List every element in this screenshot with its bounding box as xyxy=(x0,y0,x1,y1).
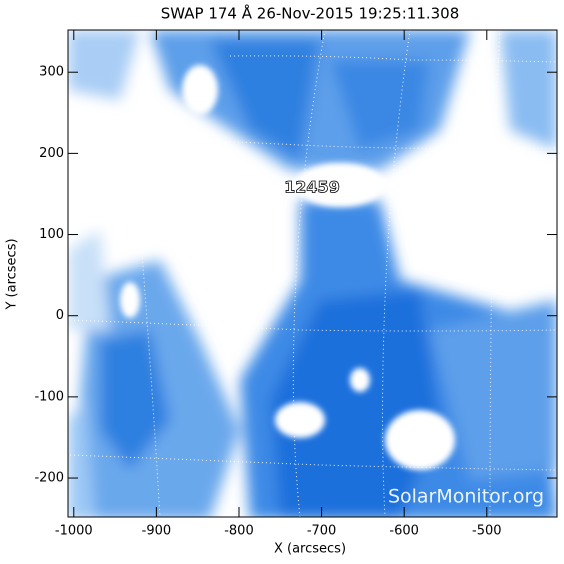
solar-image: 12459 SolarMonitor.org xyxy=(68,30,557,517)
x-tick-label: -500 xyxy=(472,524,502,539)
x-axis-label: X (arcsecs) xyxy=(274,542,346,557)
y-tick-label: 200 xyxy=(39,146,64,161)
y-tick-label: 100 xyxy=(39,227,64,242)
y-tick-label: 0 xyxy=(56,308,64,323)
annotation: 12459 xyxy=(284,178,340,197)
chart-title: SWAP 174 Å 26-Nov-2015 19:25:11.308 xyxy=(161,4,460,23)
y-tick-label: -100 xyxy=(34,389,64,404)
plot-frame xyxy=(67,29,558,518)
y-tick-label: 300 xyxy=(39,65,64,80)
y-axis-label: Y (arcsecs) xyxy=(5,238,20,310)
x-tick-label: -1000 xyxy=(55,524,93,539)
x-tick-label: -800 xyxy=(224,524,254,539)
x-tick-label: -600 xyxy=(389,524,419,539)
x-tick-label: -700 xyxy=(307,524,337,539)
y-tick-label: -200 xyxy=(34,471,64,486)
x-tick-label: -900 xyxy=(142,524,172,539)
watermark: SolarMonitor.org xyxy=(388,486,544,508)
